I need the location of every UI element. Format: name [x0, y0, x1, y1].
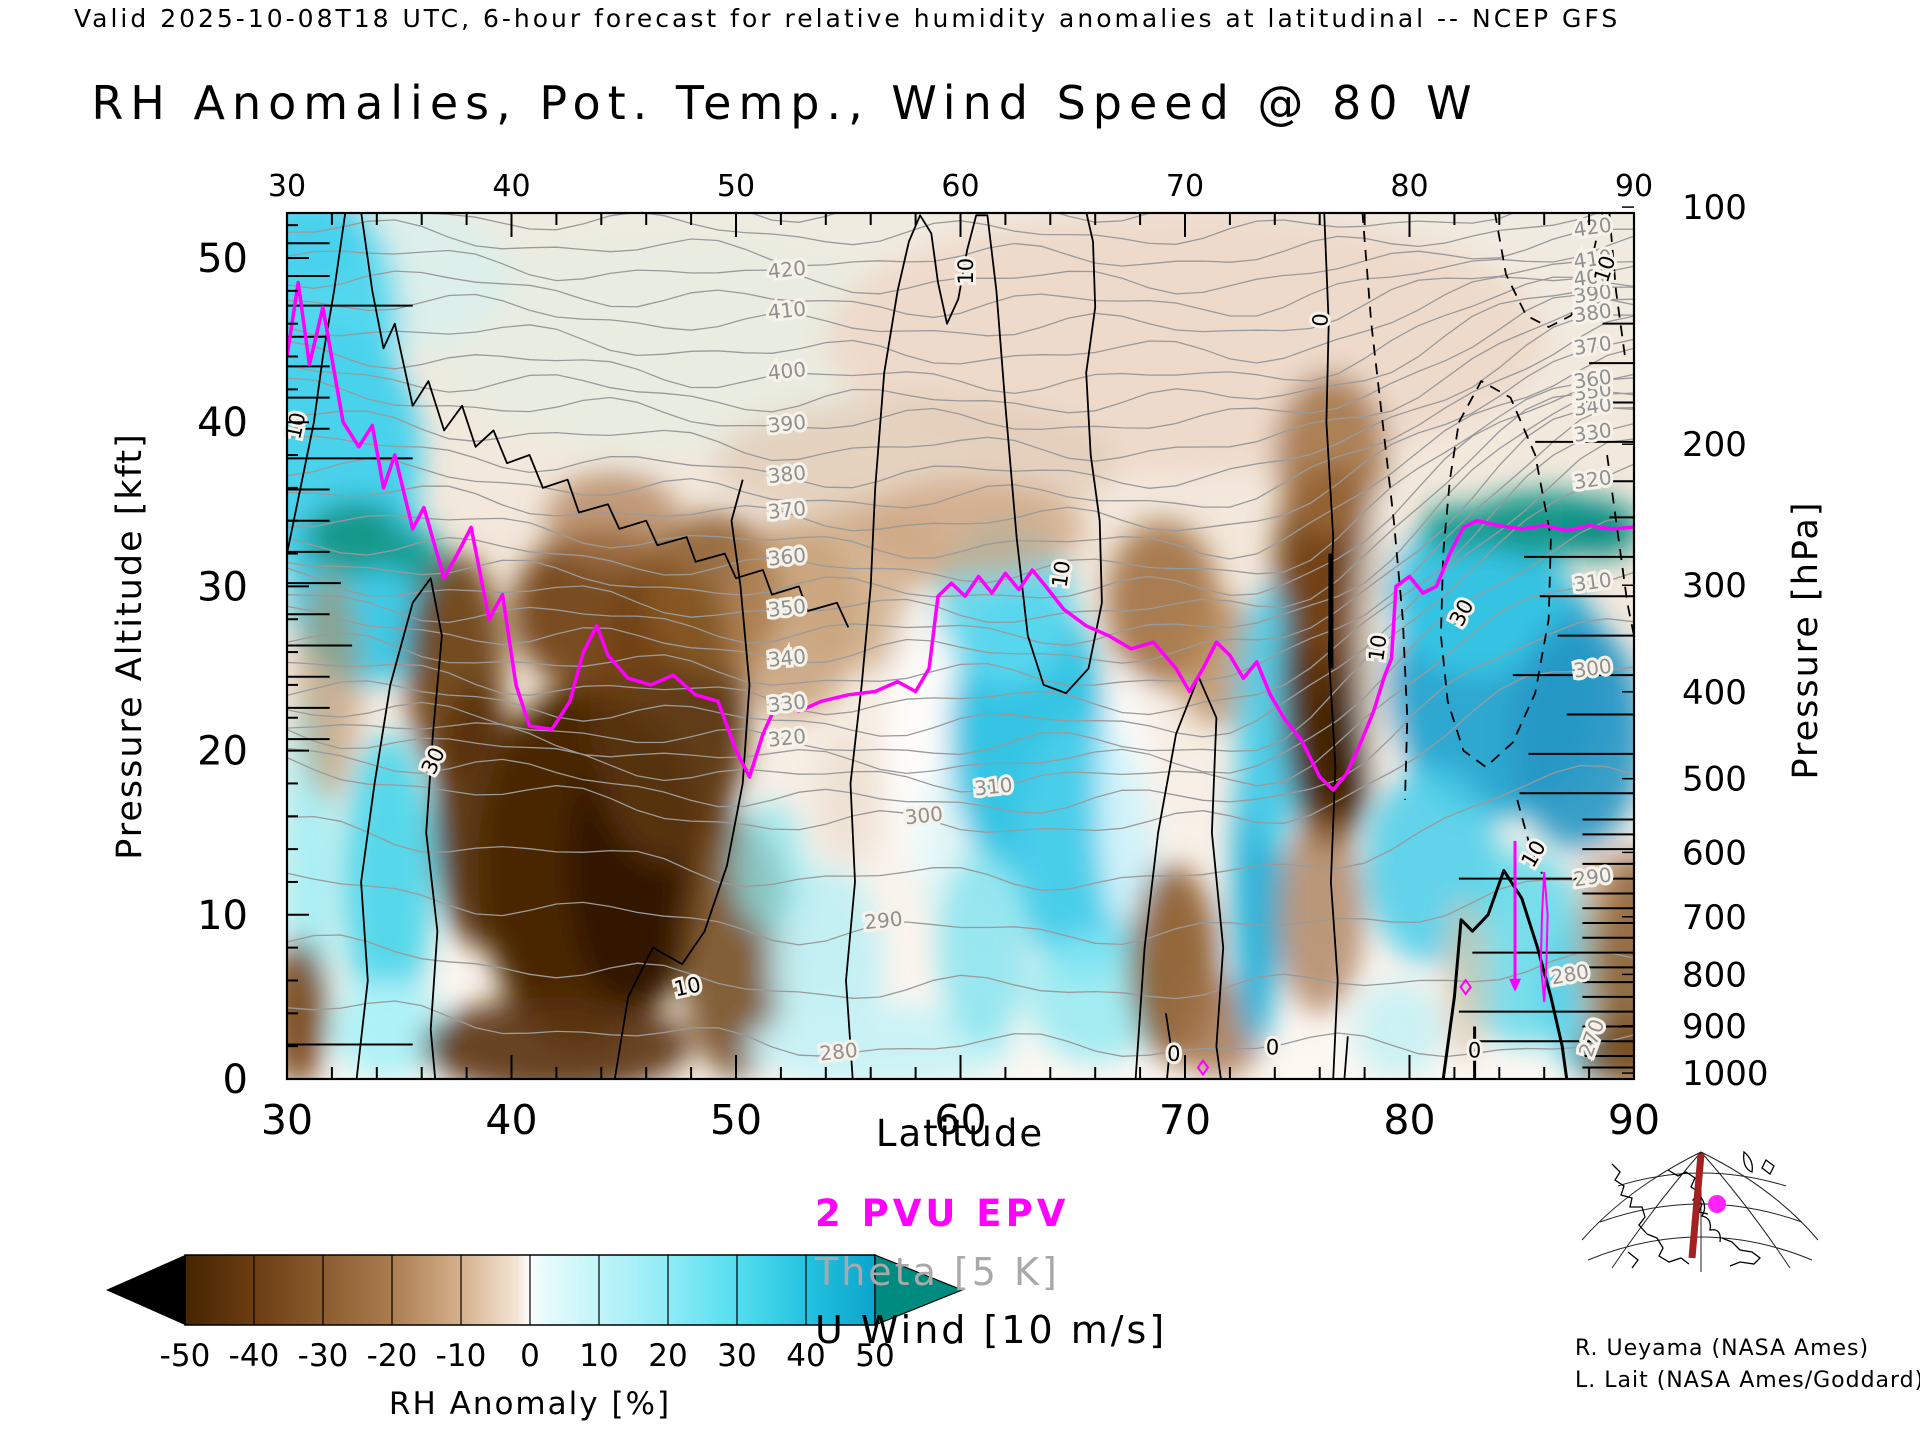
page-title: RH Anomalies, Pot. Temp., Wind Speed @ 8…	[91, 76, 1479, 130]
colorbar-tick-label: 0	[520, 1338, 540, 1374]
credit-line-2: L. Lait (NASA Ames/Goddard)	[1575, 1368, 1920, 1393]
y-tick-label-hpa: 400	[1682, 673, 1747, 713]
contour-label: 420	[767, 256, 807, 284]
contour-label: 290	[863, 906, 903, 934]
u-wind-contours	[287, 213, 1634, 1079]
legend-epv-label: 2 PVU EPV	[815, 1192, 1070, 1235]
x-axis-title: Latitude	[875, 1112, 1045, 1155]
colorbar-tick-label: 50	[855, 1338, 894, 1374]
legend-uwind-label: U Wind [10 m/s]	[815, 1308, 1168, 1352]
contour-label: 0	[1167, 1042, 1180, 1066]
contour-label: 300	[904, 802, 944, 830]
x-tick-label-top: 70	[1166, 169, 1204, 204]
x-tick-label-bottom: 80	[1383, 1096, 1435, 1144]
colorbar-tick-label: -20	[367, 1338, 418, 1374]
y-tick-label-hpa: 800	[1682, 955, 1747, 995]
colorbar-tick-label: -40	[229, 1338, 280, 1374]
contour-label: 310	[973, 773, 1013, 801]
colorbar-under-arrow	[106, 1255, 185, 1325]
contour-label: 280	[1549, 959, 1591, 989]
colorbar-tick-label: -10	[436, 1338, 487, 1374]
x-tick-label-bottom: 60	[934, 1096, 986, 1144]
hatch-marks	[287, 242, 1634, 1069]
contour-label: 340	[1572, 392, 1613, 421]
contour-label: 320	[767, 724, 807, 752]
inset-location-dot	[1708, 1195, 1726, 1213]
plot-axes: 3030404050506060707080809090010203040501…	[197, 169, 1768, 1144]
y-tick-label-hpa: 300	[1682, 566, 1747, 606]
y-tick-label-hpa: 600	[1682, 833, 1747, 873]
y-tick-label-hpa: 200	[1682, 425, 1747, 465]
y-tick-label-kft: 40	[197, 400, 248, 446]
y-tick-label-kft: 10	[197, 893, 248, 939]
contour-label: 280	[818, 1038, 858, 1066]
colorbar-tick-label: 20	[648, 1338, 687, 1374]
epv-2pvu-line	[287, 280, 1634, 1077]
x-tick-label-top: 50	[717, 169, 755, 204]
x-tick-label-bottom: 30	[261, 1096, 313, 1144]
x-tick-label-bottom: 90	[1608, 1096, 1660, 1144]
contour-label: 410	[767, 296, 807, 324]
x-tick-label-top: 30	[268, 169, 306, 204]
x-tick-label-top: 90	[1615, 169, 1653, 204]
y-tick-label-hpa: 500	[1682, 760, 1747, 800]
contour-label: 370	[767, 496, 807, 524]
inset-location-map	[1581, 1150, 1819, 1272]
contour-label: 370	[1572, 331, 1613, 360]
credit-line-1: R. Ueyama (NASA Ames)	[1575, 1336, 1870, 1361]
y-tick-label-hpa: 700	[1682, 898, 1747, 938]
y-tick-label-hpa: 900	[1682, 1007, 1747, 1047]
contour-label: 0	[1266, 1035, 1279, 1059]
contour-label: 400	[767, 357, 807, 385]
contour-label: 380	[767, 460, 807, 488]
rh-colorbar: -50 -40 -30 -20 -10 0 10 20 30 40 50	[106, 1254, 964, 1374]
colorbar-caption: RH Anomaly [%]	[388, 1386, 672, 1422]
x-tick-label-top: 80	[1390, 169, 1428, 204]
contour-label: 10	[1364, 633, 1391, 663]
colorbar-tick-label: -30	[298, 1338, 349, 1374]
contour-label: 10	[1048, 559, 1075, 589]
y-axis-left-title: Pressure Altitude [kft]	[110, 432, 150, 860]
contour-label: 10	[954, 258, 978, 285]
contour-label: 0	[1308, 312, 1333, 327]
x-tick-label-bottom: 40	[485, 1096, 537, 1144]
validity-line: Valid 2025-10-08T18 UTC, 6-hour forecast…	[74, 4, 1621, 33]
contour-label: 350	[767, 594, 807, 622]
colorbar-tick-label: 40	[786, 1338, 825, 1374]
y-axis-right-title: Pressure [hPa]	[1786, 500, 1826, 780]
x-tick-label-top: 40	[492, 169, 530, 204]
contour-label: 340	[767, 644, 807, 672]
legend-theta-label: Theta [5 K]	[815, 1250, 1060, 1294]
x-tick-label-top: 60	[941, 169, 979, 204]
y-tick-label-kft: 50	[197, 236, 248, 282]
contour-label: 390	[1572, 279, 1613, 308]
epv-main-line	[287, 280, 1634, 792]
x-tick-label-bottom: 50	[710, 1096, 762, 1144]
colorbar-over-arrow	[874, 1254, 964, 1326]
y-tick-label-kft: 20	[197, 729, 248, 775]
colorbar-tick-label: 30	[717, 1338, 756, 1374]
y-tick-label-kft: 0	[223, 1057, 248, 1103]
contour-label: 390	[767, 410, 807, 438]
x-tick-label-bottom: 70	[1159, 1096, 1211, 1144]
colorbar-tick-label: -50	[160, 1338, 211, 1374]
y-tick-label-hpa: 1000	[1682, 1054, 1769, 1094]
contour-label: 360	[1572, 364, 1613, 393]
y-tick-label-kft: 30	[197, 564, 248, 610]
colorbar-tick-label: 10	[579, 1338, 618, 1374]
y-tick-label-hpa: 100	[1682, 188, 1747, 228]
inset-cross-section-track	[1688, 1153, 1705, 1259]
contour-label: 330	[767, 689, 807, 717]
contour-label: 0	[1468, 1039, 1481, 1063]
contour-label: 360	[767, 543, 807, 571]
